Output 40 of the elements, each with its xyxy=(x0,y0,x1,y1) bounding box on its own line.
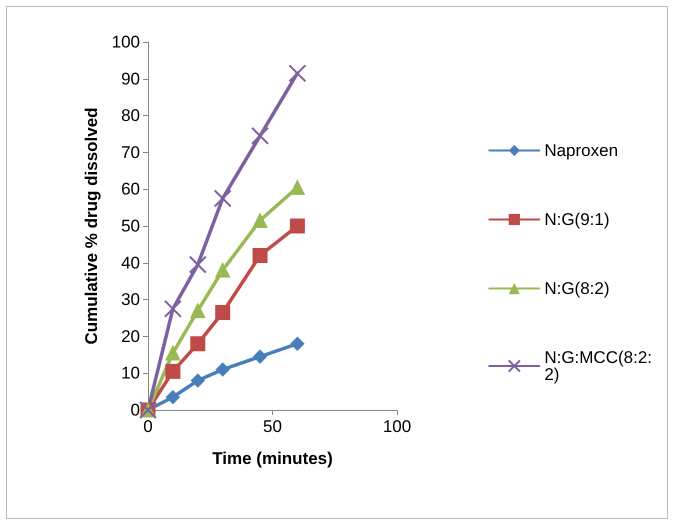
legend-label: Naproxen xyxy=(544,141,618,160)
point xyxy=(290,180,305,195)
y-tick-label: 50 xyxy=(121,216,140,236)
y-tick-label: 10 xyxy=(121,364,140,383)
y-tick-label: 90 xyxy=(121,69,140,88)
point xyxy=(288,64,306,82)
legend-label: N:G:MCC(8:2:2) xyxy=(544,348,652,384)
point xyxy=(216,362,230,377)
y-tick-label: 0 xyxy=(130,400,140,420)
point xyxy=(252,248,268,263)
point xyxy=(214,189,232,208)
point xyxy=(252,212,268,228)
point xyxy=(166,390,180,404)
point xyxy=(190,374,205,388)
y-tick-label: 70 xyxy=(121,142,140,162)
y-tick-label: 60 xyxy=(121,180,140,199)
point xyxy=(251,126,270,145)
point xyxy=(165,345,180,360)
x-axis-title: Time (minutes) xyxy=(212,449,333,468)
y-tick-label: 100 xyxy=(112,32,140,52)
x-tick-label: 50 xyxy=(263,417,282,436)
point xyxy=(290,218,305,234)
point xyxy=(190,336,206,352)
point xyxy=(164,300,182,318)
y-tick-label: 20 xyxy=(121,326,140,346)
y-tick-label: 40 xyxy=(121,253,140,272)
point xyxy=(165,364,180,379)
y-axis-title: Cumulative % drug dissolved xyxy=(82,107,101,345)
point xyxy=(188,256,207,274)
y-tick-label: 30 xyxy=(121,290,140,310)
legend-label: N:G(8:2) xyxy=(544,279,610,298)
point xyxy=(253,350,268,364)
point xyxy=(215,304,230,320)
x-tick-label: 0 xyxy=(143,417,153,436)
point xyxy=(190,303,206,318)
x-tick-label: 100 xyxy=(382,417,412,436)
legend-label: N:G(9:1) xyxy=(544,210,610,229)
y-tick-label: 80 xyxy=(121,106,140,126)
point xyxy=(215,262,230,278)
point xyxy=(290,336,304,351)
